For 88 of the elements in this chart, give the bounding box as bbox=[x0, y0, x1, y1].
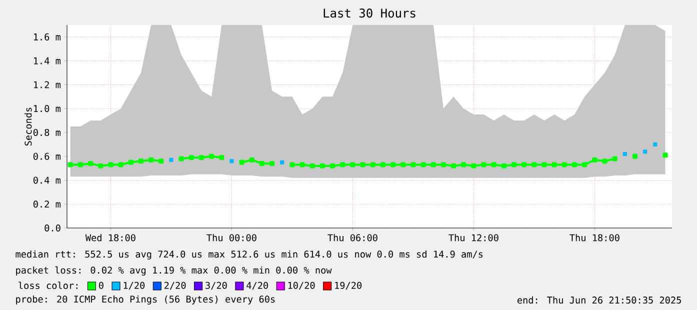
point bbox=[128, 160, 134, 165]
point bbox=[481, 162, 486, 168]
y-tick-label: 1.6 m bbox=[34, 33, 61, 40]
point bbox=[68, 162, 73, 168]
point bbox=[320, 163, 325, 168]
point bbox=[188, 155, 194, 160]
point bbox=[461, 162, 466, 168]
point bbox=[653, 142, 658, 146]
point bbox=[400, 162, 406, 168]
point bbox=[612, 156, 618, 162]
point bbox=[269, 160, 275, 166]
point bbox=[491, 162, 496, 168]
y-tick-label: 0.8 m bbox=[33, 128, 61, 136]
y-tick-label: 0.0 bbox=[44, 224, 60, 232]
legend-label: 1/20 bbox=[124, 282, 145, 290]
point bbox=[138, 158, 144, 164]
y-tick-label: 0.4 m bbox=[33, 176, 61, 184]
x-tick-label: Thu 06:00 bbox=[328, 234, 378, 242]
point bbox=[380, 162, 386, 168]
legend-label: 4/20 bbox=[246, 282, 268, 290]
x-tick-label: Thu 00:00 bbox=[206, 234, 256, 242]
legend-label: 19/20 bbox=[335, 282, 362, 290]
point bbox=[501, 163, 506, 168]
point bbox=[350, 162, 356, 168]
point bbox=[410, 162, 416, 168]
y-tick-label: 0.2 m bbox=[33, 200, 61, 208]
point bbox=[340, 162, 346, 168]
point bbox=[219, 155, 224, 160]
point bbox=[310, 163, 315, 168]
point bbox=[300, 162, 305, 168]
point bbox=[582, 162, 588, 168]
point bbox=[522, 162, 527, 168]
point bbox=[532, 162, 537, 168]
point bbox=[330, 163, 336, 168]
point bbox=[450, 163, 456, 168]
point bbox=[542, 162, 547, 168]
point bbox=[88, 160, 94, 166]
point bbox=[239, 160, 244, 165]
point bbox=[108, 162, 114, 168]
point bbox=[148, 157, 154, 162]
text: median rtt: 552.5 us avg 724.0 us max 512.6 us min 614.0 us now 0.0 ms sd 14.9 am/s bbox=[16, 250, 483, 260]
point bbox=[440, 162, 446, 168]
point bbox=[471, 163, 476, 168]
x-tick-label: Thu 12:00 bbox=[448, 234, 498, 242]
point bbox=[178, 156, 184, 162]
point bbox=[552, 162, 557, 168]
legend-label: 0 bbox=[99, 282, 104, 289]
point bbox=[158, 158, 164, 164]
point bbox=[198, 155, 204, 160]
point bbox=[511, 162, 517, 168]
point bbox=[259, 160, 264, 166]
y-axis-title: Seconds bbox=[24, 108, 32, 146]
point bbox=[98, 163, 104, 168]
point bbox=[390, 162, 396, 168]
point bbox=[370, 162, 376, 168]
y-tick-label: 1.2 m bbox=[34, 81, 61, 88]
point bbox=[118, 162, 124, 168]
point bbox=[592, 157, 598, 162]
point bbox=[632, 154, 638, 159]
chart-title: Last 30 Hours bbox=[324, 8, 416, 18]
y-tick-label: 1.4 m bbox=[34, 57, 61, 64]
point bbox=[430, 162, 436, 168]
point bbox=[280, 160, 284, 164]
x-tick-label: Wed 18:00 bbox=[85, 234, 136, 242]
point bbox=[662, 152, 668, 158]
point bbox=[230, 159, 234, 164]
point bbox=[572, 162, 578, 168]
text: end: Thu Jun 26 21:50:35 2025 bbox=[517, 296, 681, 304]
point bbox=[562, 162, 567, 168]
legend-label: 2/20 bbox=[164, 282, 186, 290]
y-tick-label: 1.0 m bbox=[34, 105, 61, 112]
point bbox=[420, 162, 426, 168]
point bbox=[643, 150, 648, 154]
x-tick-label: Thu 18:00 bbox=[570, 234, 620, 242]
point bbox=[249, 157, 254, 162]
point bbox=[360, 162, 366, 168]
text: packet loss: 0.02 % avg 1.19 % max 0.00 % min 0.00 % now bbox=[16, 266, 332, 276]
point bbox=[78, 162, 83, 168]
point bbox=[209, 154, 214, 159]
point bbox=[622, 152, 627, 156]
legend-title: loss color: bbox=[18, 282, 78, 290]
point bbox=[290, 162, 295, 168]
point bbox=[169, 158, 174, 162]
y-tick-label: 0.6 m bbox=[33, 152, 61, 160]
point bbox=[602, 158, 608, 164]
legend-label: 10/20 bbox=[288, 282, 315, 290]
text: probe: 20 ICMP Echo Pings (56 Bytes) every 60s bbox=[16, 295, 275, 305]
legend-label: 3/20 bbox=[206, 282, 227, 290]
